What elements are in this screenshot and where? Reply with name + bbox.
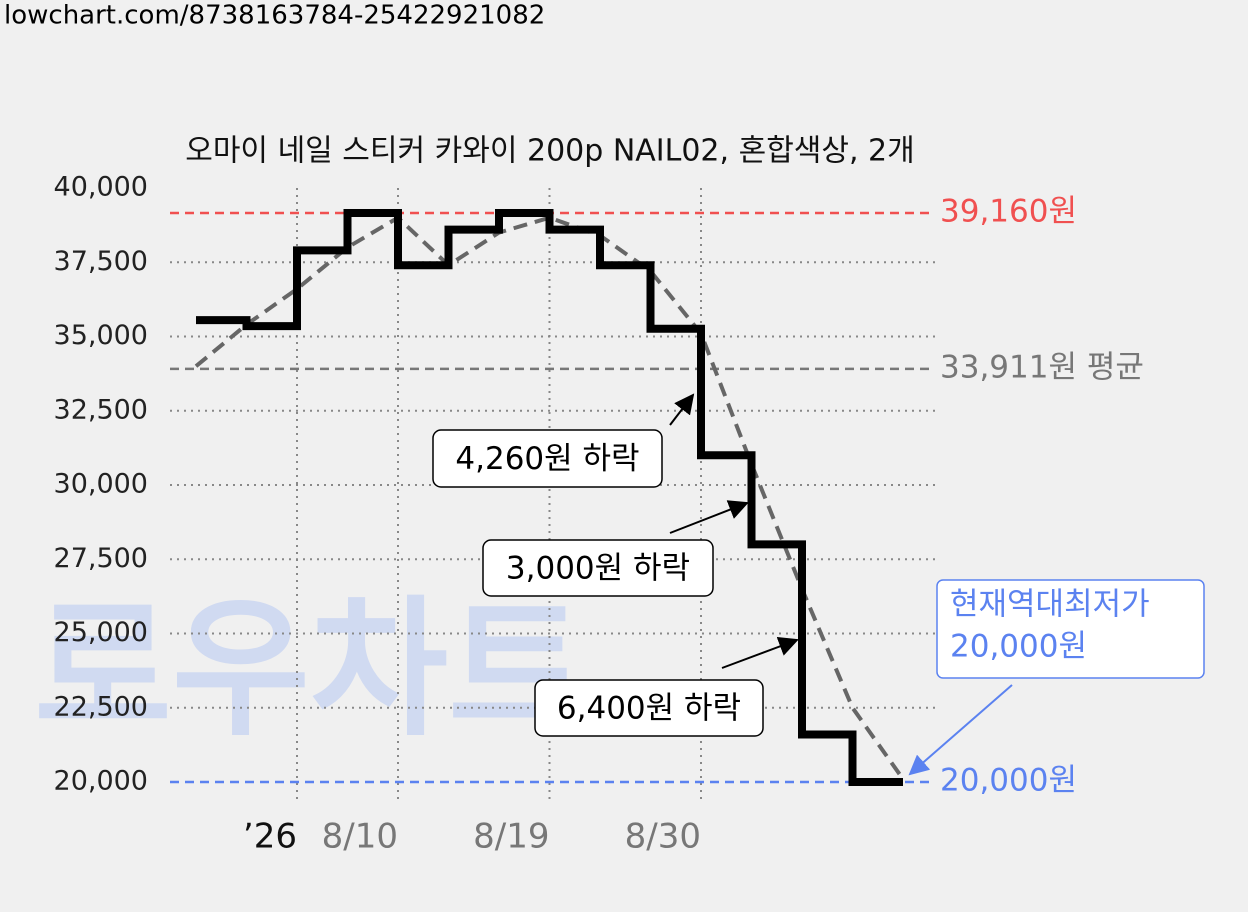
annotation-box bbox=[482, 539, 714, 597]
y-tick-label: 32,500 bbox=[54, 394, 148, 425]
x-tick-label: 8/10 bbox=[322, 817, 398, 857]
reference-label: 39,160원 bbox=[940, 193, 1077, 229]
y-tick-label: 37,500 bbox=[54, 246, 148, 277]
y-tick-label: 25,000 bbox=[54, 617, 148, 648]
reference-label: 33,911원 평균 bbox=[940, 349, 1144, 385]
y-tick-label: 20,000 bbox=[54, 766, 148, 797]
y-tick-label: 35,000 bbox=[54, 320, 148, 351]
chart-title: 오마이 네일 스티커 카와이 200p NAIL02, 혼합색상, 2개 bbox=[185, 134, 915, 169]
annotation-text: 4,260원 하락 bbox=[455, 441, 639, 477]
y-tick-label: 22,500 bbox=[54, 691, 148, 722]
low-arrow bbox=[908, 684, 1013, 776]
y-tick-label: 27,500 bbox=[54, 543, 148, 574]
watermark: 로우차트 bbox=[34, 583, 586, 757]
annotation-text: 3,000원 하락 bbox=[506, 551, 690, 587]
low-text: 20,000원 bbox=[950, 629, 1087, 665]
x-tick-label: 8/19 bbox=[473, 817, 549, 857]
x-tick-label: ’26 bbox=[243, 817, 297, 857]
annotation-box bbox=[432, 429, 663, 488]
x-tick-label: 8/30 bbox=[625, 817, 701, 857]
low-box bbox=[936, 579, 1205, 679]
y-tick-label: 40,000 bbox=[54, 172, 148, 203]
annotation-arrow bbox=[669, 500, 749, 534]
url: lowchart.com/8738163784-25422921082 bbox=[4, 1, 545, 31]
price-step-line bbox=[196, 208, 903, 786]
annotation-box bbox=[534, 679, 764, 737]
annotation-arrow bbox=[721, 636, 799, 669]
low-text: 현재역대최저가 bbox=[950, 587, 1150, 623]
annotation-text: 6,400원 하락 bbox=[557, 691, 741, 727]
annotation-arrow bbox=[669, 393, 695, 426]
y-tick-label: 30,000 bbox=[54, 469, 148, 500]
reference-label: 20,000원 bbox=[940, 763, 1077, 799]
